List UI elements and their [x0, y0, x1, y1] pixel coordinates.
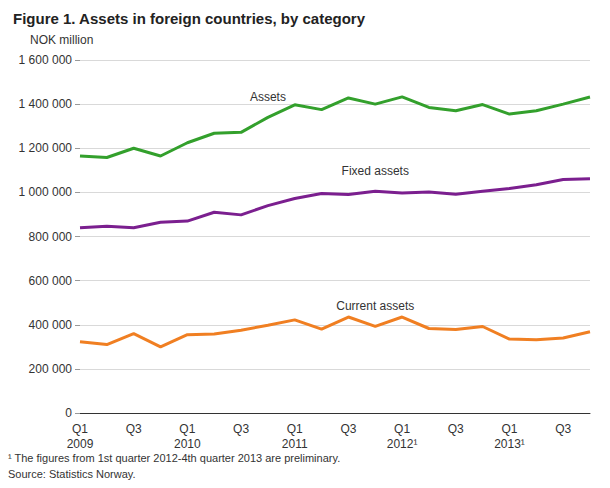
svg-text:Q1: Q1 — [501, 422, 517, 436]
svg-text:1 400 000: 1 400 000 — [19, 97, 73, 111]
svg-text:2013¹: 2013¹ — [494, 437, 525, 451]
svg-text:Assets: Assets — [250, 90, 286, 104]
svg-text:Source: Statistics Norway.: Source: Statistics Norway. — [8, 468, 136, 480]
svg-text:1 200 000: 1 200 000 — [19, 141, 73, 155]
svg-text:2011: 2011 — [282, 437, 308, 451]
svg-text:200 000: 200 000 — [29, 362, 73, 376]
svg-text:Q3: Q3 — [340, 422, 356, 436]
svg-text:Current assets: Current assets — [336, 299, 414, 313]
svg-text:Q1: Q1 — [287, 422, 303, 436]
svg-text:2009: 2009 — [67, 437, 94, 451]
svg-text:Fixed assets: Fixed assets — [342, 164, 409, 178]
svg-text:2010: 2010 — [174, 437, 201, 451]
svg-text:Q1: Q1 — [179, 422, 195, 436]
svg-text:Q3: Q3 — [233, 422, 249, 436]
svg-text:Q3: Q3 — [448, 422, 464, 436]
svg-text:0: 0 — [65, 406, 72, 420]
svg-text:¹ The figures from 1st quarter: ¹ The figures from 1st quarter 2012-4th … — [8, 452, 340, 464]
svg-text:Q3: Q3 — [555, 422, 571, 436]
svg-text:Q1: Q1 — [394, 422, 410, 436]
svg-text:800 000: 800 000 — [29, 230, 73, 244]
svg-text:400 000: 400 000 — [29, 318, 73, 332]
svg-text:2012¹: 2012¹ — [387, 437, 418, 451]
svg-text:NOK million: NOK million — [30, 33, 93, 47]
svg-text:1 600 000: 1 600 000 — [19, 53, 73, 67]
svg-text:Q3: Q3 — [126, 422, 142, 436]
svg-text:1 000 000: 1 000 000 — [19, 185, 73, 199]
svg-text:Q1: Q1 — [72, 422, 88, 436]
svg-text:Figure 1. Assets in foreign co: Figure 1. Assets in foreign countries, b… — [13, 10, 366, 27]
svg-text:600 000: 600 000 — [29, 274, 73, 288]
